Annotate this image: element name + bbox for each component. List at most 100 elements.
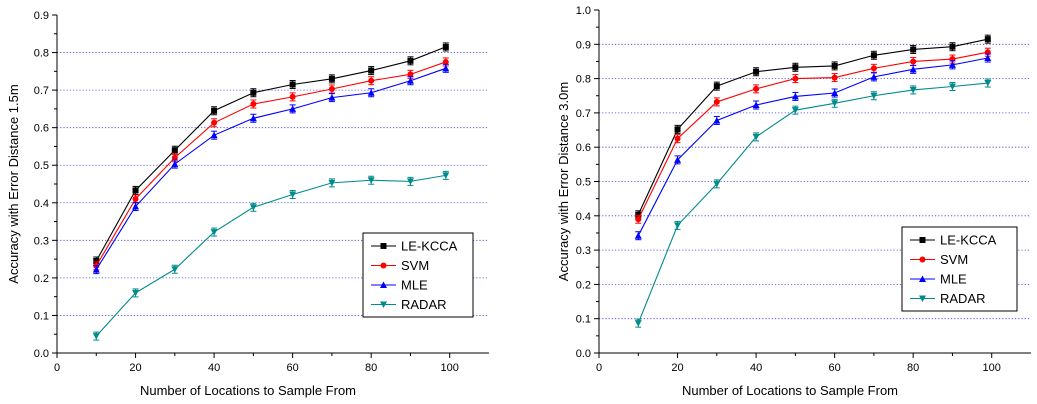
y-tick-label: 0.8 xyxy=(34,48,49,60)
data-point xyxy=(290,94,296,100)
y-tick-label: 0.0 xyxy=(34,348,49,360)
data-point xyxy=(407,58,413,64)
legend-marker xyxy=(920,257,926,263)
data-point xyxy=(753,86,759,92)
data-point xyxy=(250,101,256,107)
legend-label: MLE xyxy=(401,278,428,293)
legend-marker xyxy=(920,237,926,243)
y-tick-label: 0.0 xyxy=(576,348,591,360)
y-tick-label: 0.4 xyxy=(576,211,591,223)
data-point xyxy=(713,117,720,124)
y-tick-label: 0.3 xyxy=(576,245,591,257)
data-point xyxy=(675,126,681,132)
y-tick-label: 0.2 xyxy=(34,273,49,285)
data-point xyxy=(674,222,681,229)
data-point xyxy=(329,76,335,82)
data-point xyxy=(171,266,178,273)
data-point xyxy=(832,63,838,69)
data-point xyxy=(250,90,256,96)
data-point xyxy=(133,196,139,202)
y-tick-label: 0.7 xyxy=(34,85,49,97)
y-axis-label: Accuracy with Error Distance 1.5m xyxy=(6,84,21,283)
legend-label: LE-KCCA xyxy=(940,233,997,248)
x-tick-label: 80 xyxy=(907,362,919,374)
data-point xyxy=(949,44,955,50)
y-axis-label: Accuracy with Error Distance 3.0m xyxy=(556,82,571,281)
x-tick-label: 60 xyxy=(287,362,299,374)
legend-marker xyxy=(381,263,387,269)
chart-2: 0.0 0.1 0.2 0.3 0.4 0.5 0.6 0.7 0.8 0.9 1.0 0 20 40 60… xyxy=(556,5,1031,398)
x-axis-label: Number of Locations to Sample From xyxy=(682,383,898,398)
legend-label: LE-KCCA xyxy=(401,239,458,254)
chart-1: 0.0 0.1 0.2 0.3 0.4 0.5 0.6 0.7 0.8 0.9 0 20 40 60 80 1… xyxy=(6,10,489,398)
x-axis-label: Number of Locations to Sample From xyxy=(140,383,356,398)
data-point xyxy=(211,132,218,139)
data-point xyxy=(368,78,374,84)
x-tick-label: 60 xyxy=(829,362,841,374)
data-point xyxy=(211,120,217,126)
y-tick-label: 0.8 xyxy=(576,74,591,86)
data-point xyxy=(211,108,217,114)
y-tick-label: 0.5 xyxy=(34,160,49,172)
data-point xyxy=(290,81,296,87)
data-point xyxy=(635,320,642,327)
data-point xyxy=(984,55,991,62)
data-point xyxy=(910,46,916,52)
legend: LE-KCCA SVM MLE RADAR xyxy=(902,227,1017,311)
data-point xyxy=(792,64,798,70)
data-point xyxy=(635,216,641,222)
data-point xyxy=(133,187,139,193)
y-tick-label: 1.0 xyxy=(576,5,591,17)
legend-label: MLE xyxy=(940,272,967,287)
x-tick-label: 0 xyxy=(54,362,60,374)
y-tick-label: 0.5 xyxy=(576,177,591,189)
y-tick-label: 0.6 xyxy=(576,142,591,154)
y-tick-label: 0.1 xyxy=(576,314,591,326)
x-tick-label: 0 xyxy=(596,362,602,374)
data-point xyxy=(172,147,178,153)
x-tick-label: 40 xyxy=(750,362,762,374)
y-tick-label: 0.4 xyxy=(34,198,49,210)
legend: LE-KCCA SVM MLE RADAR xyxy=(363,233,473,317)
data-point xyxy=(443,44,449,50)
data-point xyxy=(753,69,759,75)
data-point xyxy=(832,75,838,81)
y-tick-label: 0.9 xyxy=(34,10,49,22)
y-tick-label: 0.1 xyxy=(34,310,49,322)
data-point xyxy=(675,136,681,142)
series-le-kcca xyxy=(635,35,991,219)
x-tick-label: 20 xyxy=(129,362,141,374)
data-point xyxy=(93,333,100,340)
data-point xyxy=(635,232,642,239)
legend-marker xyxy=(381,243,387,249)
data-point xyxy=(792,76,798,82)
legend-label: RADAR xyxy=(401,297,447,312)
data-point xyxy=(714,83,720,89)
y-tick-label: 0.9 xyxy=(576,39,591,51)
y-tick-label: 0.7 xyxy=(576,108,591,120)
legend-label: RADAR xyxy=(940,291,986,306)
x-tick-label: 100 xyxy=(983,362,1001,374)
y-tick-label: 0.6 xyxy=(34,123,49,135)
legend-label: SVM xyxy=(940,252,968,267)
data-point xyxy=(368,68,374,74)
data-point xyxy=(985,36,991,42)
y-tick-label: 0.3 xyxy=(34,235,49,247)
data-point xyxy=(250,204,257,211)
data-point xyxy=(871,65,877,71)
legend-label: SVM xyxy=(401,258,429,273)
data-point xyxy=(871,52,877,58)
x-tick-label: 80 xyxy=(365,362,377,374)
x-tick-label: 100 xyxy=(441,362,459,374)
data-point xyxy=(714,99,720,105)
data-point xyxy=(910,58,916,64)
series-line xyxy=(96,47,446,261)
series-svm xyxy=(635,48,991,223)
series-line xyxy=(638,52,988,219)
x-tick-label: 20 xyxy=(671,362,683,374)
y-tick-label: 0.2 xyxy=(576,279,591,291)
series-mle xyxy=(635,54,992,240)
data-point xyxy=(329,86,335,92)
x-tick-label: 40 xyxy=(208,362,220,374)
